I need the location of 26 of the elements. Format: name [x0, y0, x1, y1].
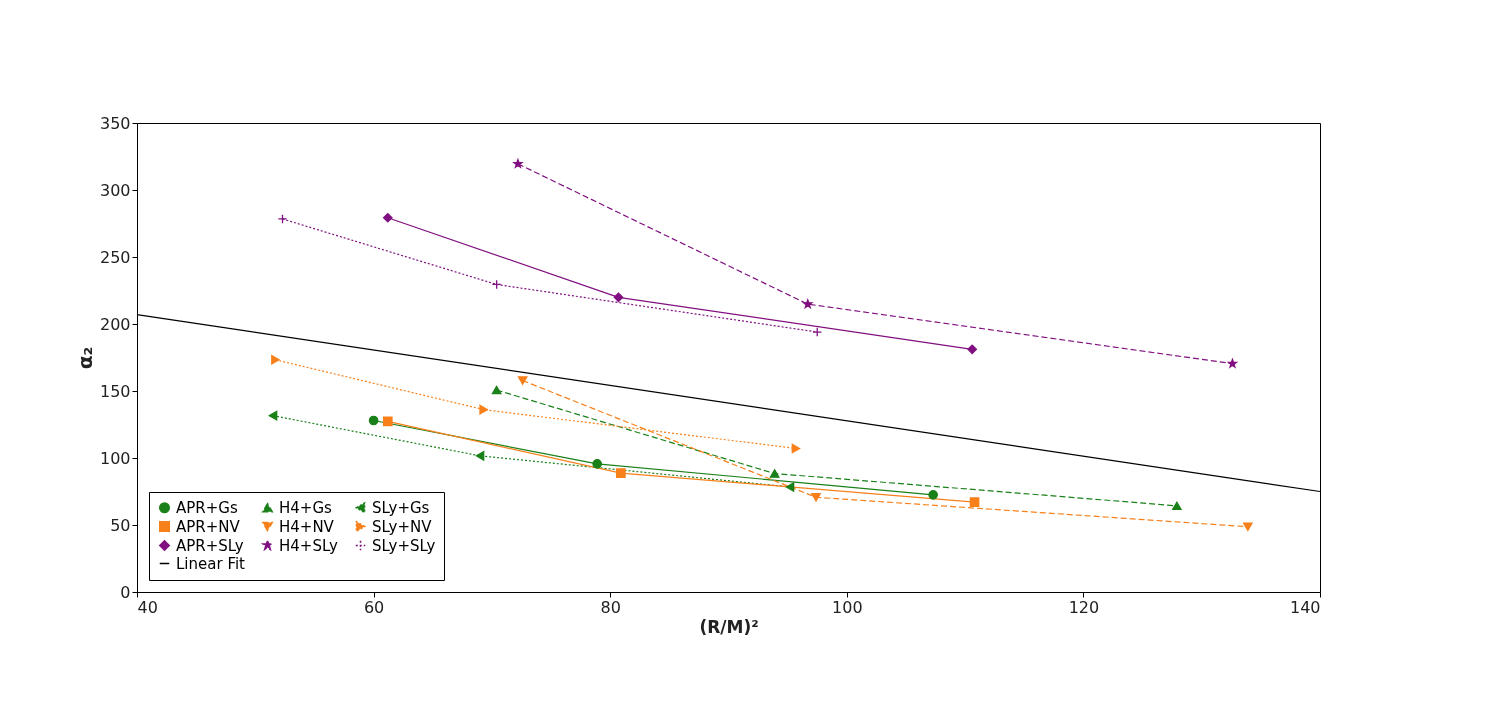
legend-label: APR+Gs [176, 498, 238, 517]
legend-label: SLy+NV [372, 517, 433, 536]
y-tick-label: 50 [110, 515, 131, 535]
y-axis-title: α₂ [72, 346, 97, 370]
x-tick-label: 120 [1068, 597, 1100, 617]
x-tick-label: 140 [1289, 597, 1321, 617]
legend-label: SLy+Gs [372, 498, 430, 517]
x-tick-label: 40 [137, 597, 158, 617]
y-tick-label: 300 [99, 180, 131, 200]
x-tick-label: 80 [600, 597, 621, 617]
y-tick-label: 250 [99, 247, 131, 267]
y-tick-label: 0 [120, 582, 131, 602]
legend-label: H4+SLy [279, 536, 338, 555]
y-tick-label: 350 [99, 113, 131, 133]
legend-label: SLy+SLy [372, 536, 436, 555]
x-tick-label: 60 [363, 597, 385, 617]
legend-label: APR+SLy [176, 536, 244, 555]
legend-label: H4+Gs [279, 498, 333, 517]
x-tick-label: 100 [832, 597, 863, 617]
y-tick-label: 200 [99, 314, 131, 334]
legend-label: APR+NV [176, 517, 241, 536]
x-axis-title: (R/M)² [699, 616, 759, 637]
y-tick-label: 100 [99, 448, 131, 468]
legend-label: H4+NV [279, 517, 335, 536]
y-tick-label: 150 [99, 381, 131, 401]
legend-label: Linear Fit [176, 554, 246, 573]
